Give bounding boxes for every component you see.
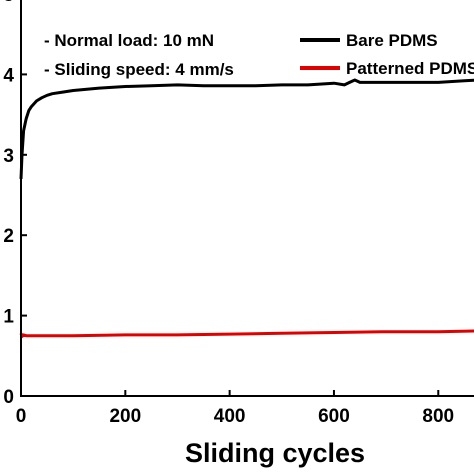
legend: Bare PDMS Patterned PDMS bbox=[300, 31, 474, 78]
series-layer bbox=[19, 78, 474, 338]
x-tick-label: 600 bbox=[318, 406, 350, 427]
y-tick-label: 5 bbox=[3, 0, 14, 6]
legend-label-bare-pdms: Bare PDMS bbox=[346, 31, 438, 50]
legend-label-patterned-pdms: Patterned PDMS bbox=[346, 59, 474, 78]
series-line-patterned-pdms bbox=[19, 329, 474, 338]
x-tick-label: 200 bbox=[109, 406, 141, 427]
annotation-sliding-speed: - Sliding speed: 4 mm/s bbox=[44, 60, 234, 79]
series-line-bare-pdms bbox=[19, 78, 474, 179]
y-axis-ticks: 0 1 2 3 4 5 bbox=[3, 0, 27, 408]
y-tick-label: 0 bbox=[3, 387, 14, 408]
plot-frame bbox=[20, 0, 474, 397]
x-tick-label: 800 bbox=[422, 406, 454, 427]
x-axis-title: Sliding cycles bbox=[185, 438, 365, 468]
y-tick-label: 3 bbox=[3, 146, 14, 167]
x-tick-label: 400 bbox=[214, 406, 246, 427]
y-tick-label: 2 bbox=[3, 226, 14, 247]
y-tick-label: 4 bbox=[3, 65, 14, 86]
x-tick-label: 0 bbox=[16, 406, 27, 427]
annotation-normal-load: - Normal load: 10 mN bbox=[44, 31, 214, 50]
x-axis-ticks: 0 200 400 600 800 bbox=[16, 390, 454, 427]
y-tick-label: 1 bbox=[3, 307, 14, 328]
